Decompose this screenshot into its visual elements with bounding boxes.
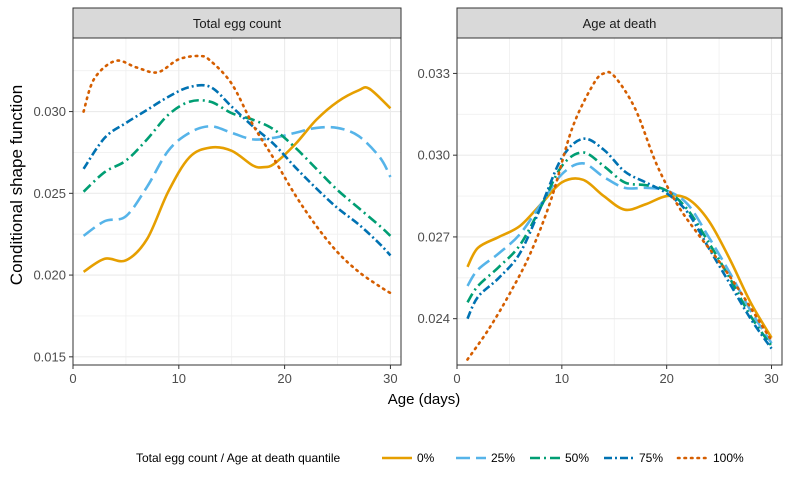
x-tick-label: 20 — [659, 371, 673, 386]
series-group — [82, 54, 392, 295]
x-tick-label: 0 — [69, 371, 76, 386]
series-line-0pct — [466, 177, 773, 339]
series-group — [466, 70, 773, 361]
series-line-100pct — [466, 70, 773, 361]
axes: 0 10 20 30 0.015 0.020 0.025 0.030 — [33, 104, 397, 386]
legend-entry-50pct: 50% — [530, 451, 589, 465]
y-tick-label: 0.025 — [33, 186, 66, 201]
series-line-25pct — [82, 124, 392, 237]
y-tick-label: 0.027 — [417, 229, 450, 244]
legend-entry-100pct: 100% — [676, 451, 744, 465]
legend-label: 0% — [417, 451, 435, 465]
series-line-75pct — [466, 137, 773, 350]
panel-title: Total egg count — [193, 16, 282, 31]
plot-background — [457, 38, 782, 365]
x-tick-label: 0 — [453, 371, 460, 386]
series-line-100pct — [82, 54, 392, 295]
legend-entry-25pct: 25% — [456, 451, 515, 465]
series-line-50pct — [466, 151, 773, 347]
y-tick-label: 0.020 — [33, 268, 66, 283]
series-line-50pct — [82, 98, 392, 237]
series-line-75pct — [82, 83, 392, 257]
panel-border — [456, 37, 783, 366]
y-axis-label: Conditional shape function — [7, 85, 26, 285]
gridlines — [456, 38, 782, 365]
legend-title: Total egg count / Age at death quantile — [136, 451, 340, 465]
legend-label: 100% — [713, 451, 744, 465]
panel-2: Age at death 0 10 20 30 0.024 0.027 0.030 0.033 — [417, 7, 783, 386]
legend-label: 50% — [565, 451, 589, 465]
legend-entry-75pct: 75% — [604, 451, 663, 465]
x-tick-label: 10 — [172, 371, 186, 386]
y-tick-label: 0.024 — [417, 311, 450, 326]
y-tick-label: 0.030 — [417, 148, 450, 163]
panel-title: Age at death — [583, 16, 657, 31]
panel-strip — [72, 7, 402, 39]
x-tick-label: 30 — [764, 371, 778, 386]
legend-entry-0pct: 0% — [382, 451, 435, 465]
legend-label: 25% — [491, 451, 515, 465]
series-line-0pct — [82, 86, 392, 273]
series-line-25pct — [466, 162, 773, 344]
panel-border — [72, 37, 402, 366]
legend-label: 75% — [639, 451, 663, 465]
x-tick-label: 10 — [555, 371, 569, 386]
legend-entries: 0% 25% 50% 75% 100% — [382, 451, 744, 465]
y-tick-label: 0.015 — [33, 349, 66, 364]
chart-panels: Total egg count 0 10 20 30 0.015 0.020 0.025 0.0… — [33, 7, 783, 386]
panel-strip — [456, 7, 783, 39]
y-tick-label: 0.033 — [417, 66, 450, 81]
x-tick-label: 20 — [277, 371, 291, 386]
panel-1: Total egg count 0 10 20 30 0.015 0.020 0.025 0.0… — [33, 7, 402, 386]
x-axis-label: Age (days) — [388, 391, 461, 408]
y-tick-label: 0.030 — [33, 104, 66, 119]
x-tick-label: 30 — [383, 371, 397, 386]
axes: 0 10 20 30 0.024 0.027 0.030 0.033 — [417, 66, 778, 386]
